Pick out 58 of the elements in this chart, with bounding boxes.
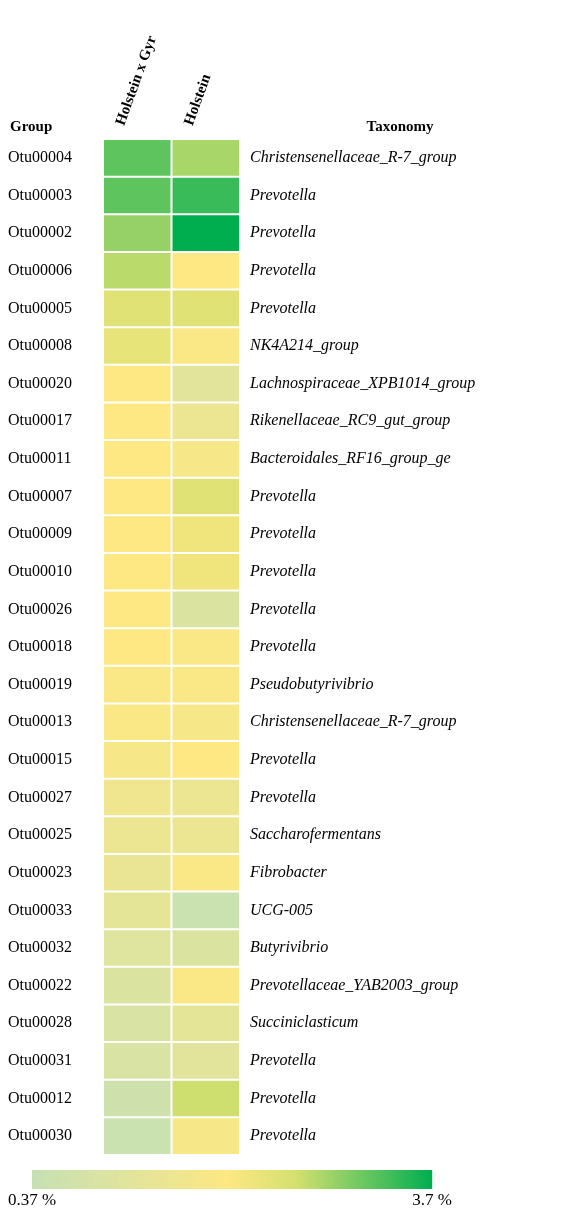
y2-tick-label: Butyrivibrio (250, 938, 329, 957)
y2-tick-label: Saccharofermentans (250, 825, 381, 844)
y2-tick-label: Prevotella (249, 637, 317, 655)
y-tick-label: Otu00006 (8, 260, 72, 278)
y-tick-label: Otu00015 (8, 750, 72, 768)
y-tick-label: Otu00019 (8, 674, 72, 692)
y2-tick-label: Prevotella (249, 561, 317, 579)
y2-tick-label: NK4A214_group (249, 336, 359, 355)
y-tick-label: Otu00027 (8, 787, 72, 805)
y-tick-label: Otu00008 (8, 336, 72, 354)
y2-tick-label: Prevotella (249, 223, 317, 241)
y-tick-label: Otu00012 (8, 1088, 72, 1106)
y2-tick-label: Prevotellaceae_YAB2003_group (249, 975, 459, 994)
text: Taxonomy (366, 118, 434, 135)
y2-tick-label: Christensenellaceae_R-7_group (250, 712, 457, 731)
y-tick-label: Otu00026 (8, 599, 72, 617)
y2-tick-label: Prevotella (249, 524, 317, 542)
y-tick-label: Otu00033 (8, 900, 72, 918)
y-tick-label: Otu00005 (8, 298, 72, 316)
y-tick-label: Otu00022 (8, 975, 72, 993)
y2-tick-label: Lachnospiraceae_XPB1014_group (249, 373, 476, 392)
y-tick-label: Otu00030 (8, 1126, 72, 1144)
y2-tick-label: Bacteroidales_RF16_group_ge (250, 449, 451, 468)
y2-tick-label: Prevotella (249, 185, 317, 203)
y-tick-label: Otu00018 (8, 637, 72, 655)
y2-tick-label: Prevotella (249, 1088, 317, 1106)
y2-tick-label: Prevotella (249, 1126, 317, 1144)
y2-tick-label: Rikenellaceae_RC9_gut_group (249, 411, 451, 430)
y-tick-label: Otu00009 (8, 524, 72, 542)
y2-tick-label: Pseudobutyrivibrio (249, 674, 374, 693)
y2-tick-label: Succiniclasticum (250, 1013, 359, 1031)
y2-tick-label: Prevotella (249, 486, 317, 504)
y-tick-label: Otu00032 (8, 938, 72, 956)
y2-tick-label: Fibrobacter (249, 862, 328, 880)
y2-tick-label: Prevotella (249, 599, 317, 617)
y-tick-label: Otu00020 (8, 373, 72, 391)
y-axis-title: Group (10, 118, 53, 135)
y-tick-label: Otu00010 (8, 561, 72, 579)
color-bar-label: 3.7 % (412, 1189, 452, 1209)
y-tick-label: Otu00023 (8, 862, 72, 880)
y-tick-label: Otu00011 (8, 449, 72, 467)
y2-tick-label: Prevotella (249, 787, 317, 805)
y-tick-label: Otu00017 (8, 411, 72, 429)
y2-tick-label: Prevotella (249, 260, 317, 278)
y-tick-label: Otu00013 (8, 712, 72, 730)
y-tick-label: Otu00028 (8, 1013, 72, 1031)
y-tick-label: Otu00007 (8, 486, 72, 504)
y-tick-label: Otu00004 (8, 148, 72, 166)
y-tick-label: Otu00031 (8, 1051, 72, 1069)
color-bar-label: 0.37 % (7, 1189, 57, 1209)
y2-tick-label: Christensenellaceae_R-7_group (250, 148, 457, 167)
y-tick-label: Otu00002 (8, 223, 72, 241)
y2-tick-label: Prevotella (249, 298, 317, 316)
y2-tick-label: Prevotella (249, 1051, 317, 1069)
y-tick-label: Otu00003 (8, 185, 72, 203)
y2-tick-label: Prevotella (249, 750, 317, 768)
y2-tick-label: UCG-005 (250, 900, 314, 918)
y-tick-label: Otu00025 (8, 825, 72, 843)
